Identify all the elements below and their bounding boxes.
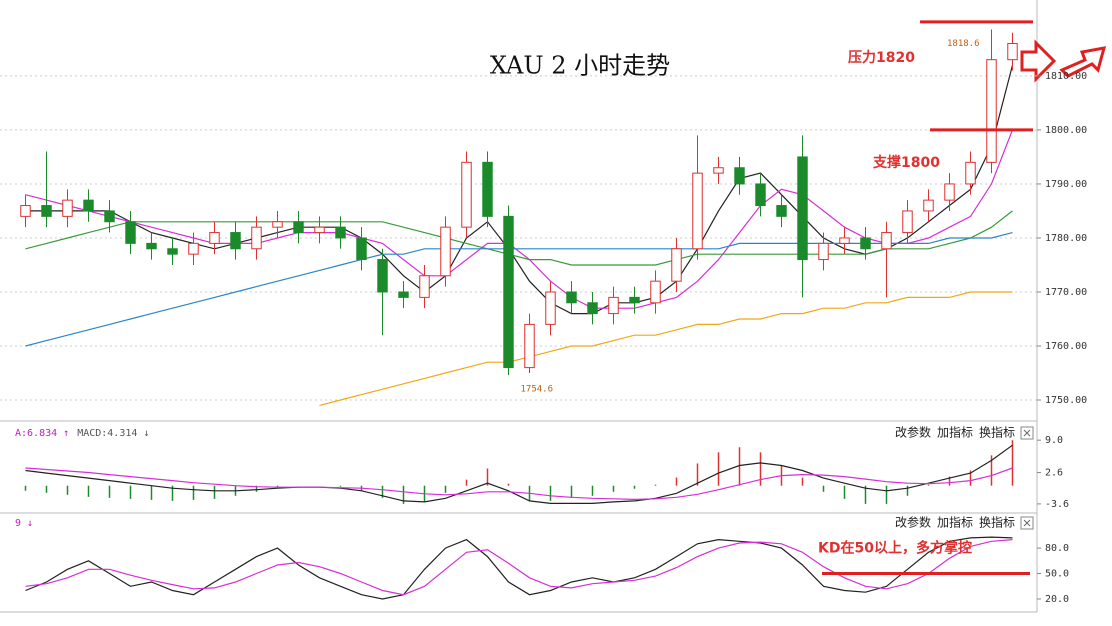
candle-body [167,248,178,255]
price-label: 1818.6 [947,39,980,49]
candle-body [188,242,199,255]
candle-body [713,167,724,174]
chart-title: XAU 2 小时走势 [490,52,670,80]
indicator-line [25,444,1013,504]
candle-body [902,210,913,234]
indicator-line [25,539,1013,596]
indicator-button[interactable]: 改参数 [895,425,931,440]
candle-body [20,205,31,217]
candle-body [881,232,892,250]
candle-body [377,259,388,293]
candle-body [335,226,346,239]
candle-body [944,183,955,201]
candle-body [860,237,871,250]
y-tick-label: 1770.00 [1045,287,1087,298]
candle-body [398,291,409,298]
candle-body [482,161,493,217]
candle-body [83,199,94,212]
candle-body [650,280,661,304]
candle-body [545,291,556,325]
y-tick-label: 9.0 [1045,435,1063,446]
candle-body [671,248,682,282]
candle-body [923,199,934,212]
annotation: KD在50以上，多方掌控 [818,540,972,557]
indicator-button[interactable]: 换指标 [979,515,1015,530]
close-icon [1023,519,1031,527]
indicator-line [25,129,1014,309]
candle-body [608,296,619,315]
candle-body [503,215,514,369]
candle-body [293,221,304,234]
candle-body [776,205,787,217]
y-tick-label: 1790.00 [1045,179,1087,190]
price-label: 1754.6 [521,385,554,395]
candle-body [734,167,745,185]
annotation: 压力1820 [848,49,915,66]
candle-body [629,296,640,304]
y-tick-label: 50.0 [1045,569,1069,580]
candle-body [1007,42,1018,61]
indicator-button[interactable]: 改参数 [895,515,931,530]
close-icon [1023,429,1031,437]
y-tick-label: 80.0 [1045,543,1069,554]
candle-body [41,205,52,217]
candle-body [440,226,451,277]
indicator-button[interactable]: 换指标 [979,425,1015,440]
candle-body [692,172,703,250]
candle-body [251,226,262,250]
y-tick-label: 1800.00 [1045,125,1087,136]
candle-body [230,232,241,250]
candle-body [839,237,850,244]
candle-body [146,242,157,250]
candle-body [104,210,115,223]
candle-body [419,275,430,298]
arrow-icon [1020,39,1057,83]
indicator-line [25,64,1014,315]
indicator-line [25,210,1013,266]
indicator-label: MACD:4.314 ↓ [77,428,149,439]
candle-body [125,221,136,244]
arrow-icon [1059,46,1107,78]
y-tick-label: -3.6 [1045,499,1069,510]
y-tick-label: 2.6 [1045,468,1063,479]
candle-body [356,237,367,261]
candle-body [797,156,808,261]
y-tick-label: 20.0 [1045,594,1069,605]
candle-body [209,232,220,244]
indicator-line [25,536,1013,600]
y-tick-label: 1750.00 [1045,395,1087,406]
candle-body [62,199,73,217]
annotation: 支撑1800 [872,154,940,171]
y-tick-label: 1780.00 [1045,233,1087,244]
indicator-line [25,467,1013,501]
indicator-button[interactable]: 加指标 [937,515,973,530]
indicator-button[interactable]: 加指标 [937,425,973,440]
candle-body [461,161,472,228]
y-tick-label: 1810.00 [1045,71,1087,82]
candle-body [965,161,976,185]
candle-body [818,242,829,261]
y-tick-label: 1760.00 [1045,341,1087,352]
candle-body [587,302,598,315]
candle-body [986,59,997,163]
candle-body [755,183,766,207]
candle-body [524,323,535,369]
candle-body [566,291,577,304]
indicator-label: 9 ↓ [15,518,33,529]
indicator-line [319,291,1013,406]
candle-body [314,226,325,234]
candle-body [272,221,283,228]
indicator-label: A:6.834 ↑ [15,428,69,439]
